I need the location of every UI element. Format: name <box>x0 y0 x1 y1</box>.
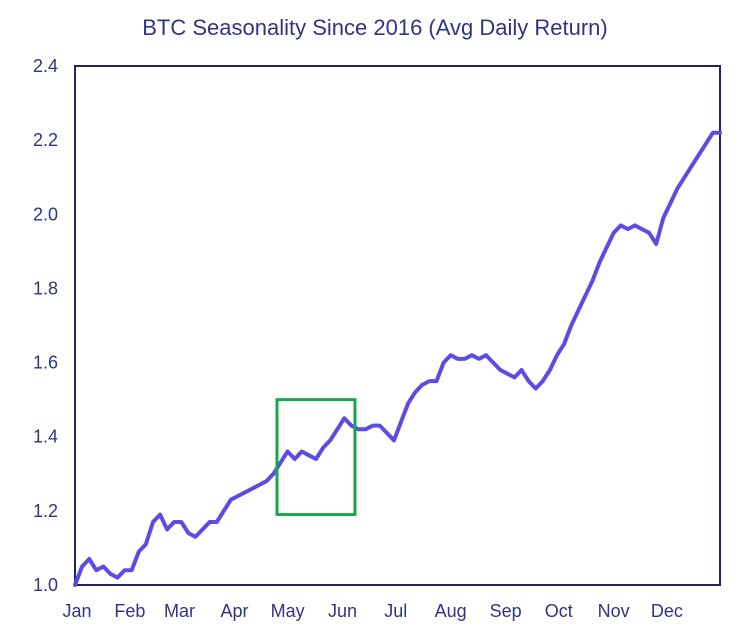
x-tick-label: Mar <box>164 601 195 621</box>
x-tick-label: Jan <box>62 601 91 621</box>
x-tick-label: Feb <box>114 601 145 621</box>
chart-title: BTC Seasonality Since 2016 (Avg Daily Re… <box>142 15 607 40</box>
y-tick-label: 2.0 <box>33 204 58 224</box>
y-tick-label: 1.2 <box>33 501 58 521</box>
x-tick-label: Jun <box>328 601 357 621</box>
y-tick-label: 1.8 <box>33 278 58 298</box>
y-tick-label: 1.4 <box>33 427 58 447</box>
y-tick-label: 1.6 <box>33 353 58 373</box>
x-tick-label: Nov <box>598 601 630 621</box>
y-tick-label: 2.2 <box>33 130 58 150</box>
x-tick-label: May <box>271 601 305 621</box>
y-tick-label: 2.4 <box>33 56 58 76</box>
x-tick-label: Jul <box>384 601 407 621</box>
plot-area <box>74 65 721 586</box>
highlight-box <box>275 398 357 517</box>
x-tick-label: Dec <box>651 601 683 621</box>
series-line <box>73 130 722 587</box>
y-axis-ticks: 1.0 1.2 1.4 1.6 1.8 2.0 2.2 2.4 <box>33 56 58 595</box>
x-tick-label: Aug <box>435 601 467 621</box>
y-tick-label: 1.0 <box>33 575 58 595</box>
x-tick-label: Oct <box>545 601 573 621</box>
x-tick-label: Apr <box>220 601 248 621</box>
x-tick-label: Sep <box>490 601 522 621</box>
x-axis-ticks: Jan Feb Mar Apr May Jun Jul Aug Sep Oct Nov Dec <box>62 601 682 621</box>
